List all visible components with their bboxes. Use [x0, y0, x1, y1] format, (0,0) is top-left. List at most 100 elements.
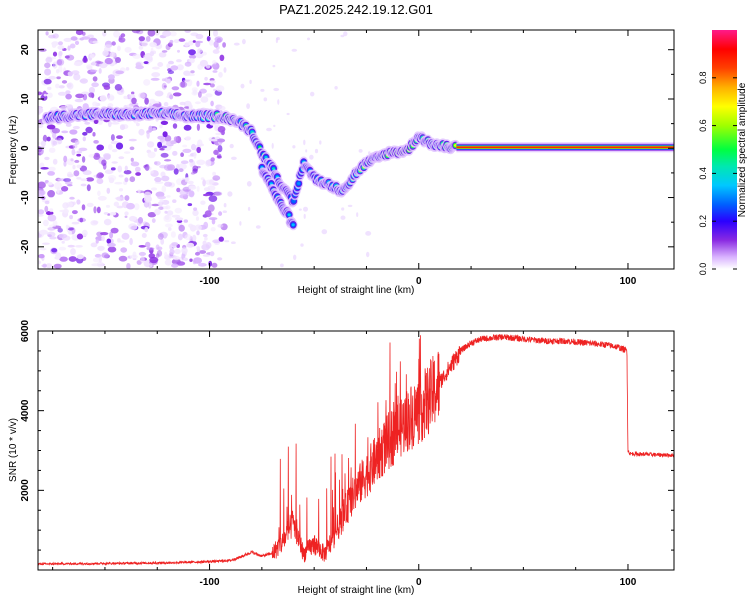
noise-speckle: [177, 49, 180, 53]
noise-speckle: [246, 103, 251, 109]
noise-speckle: [271, 142, 274, 149]
noise-speckle: [130, 161, 140, 167]
noise-speckle: [104, 169, 114, 175]
noise-speckle: [166, 141, 171, 146]
noise-speckle: [129, 176, 136, 183]
noise-speckle: [218, 211, 223, 216]
noise-speckle: [159, 199, 164, 203]
noise-speckle: [39, 248, 47, 251]
noise-speckle: [150, 77, 160, 81]
noise-speckle: [218, 105, 226, 111]
noise-speckle: [152, 66, 160, 70]
noise-speckle: [145, 241, 151, 248]
noise-speckle: [40, 167, 49, 170]
noise-speckle: [195, 251, 200, 256]
noise-speckle: [52, 158, 58, 165]
noise-speckle: [202, 193, 210, 197]
colorbar-tick-label: 0.0: [698, 263, 708, 276]
noise-speckle: [118, 188, 124, 192]
noise-speckle: [48, 75, 57, 80]
noise-speckle: [155, 253, 160, 258]
noise-speckle: [183, 219, 188, 223]
noise-speckle: [107, 242, 116, 248]
noise-speckle: [195, 33, 204, 40]
noise-speckle: [101, 252, 109, 259]
noise-speckle: [43, 93, 47, 97]
noise-speckle: [47, 86, 52, 90]
noise-speckle: [174, 217, 184, 221]
noise-speckle: [213, 30, 218, 37]
noise-speckle: [75, 30, 84, 36]
snr-line: [38, 334, 674, 566]
noise-speckle: [97, 261, 104, 268]
noise-speckle: [193, 151, 197, 159]
noise-speckle: [196, 80, 200, 87]
noise-speckle: [341, 207, 345, 211]
noise-speckle: [69, 43, 76, 49]
noise-speckle: [93, 154, 101, 160]
noise-speckle: [67, 173, 74, 178]
noise-speckle: [43, 219, 49, 227]
noise-speckle: [183, 79, 190, 82]
noise-speckle: [204, 236, 208, 241]
noise-speckle: [63, 37, 72, 42]
noise-speckle: [192, 234, 197, 242]
noise-speckle: [46, 136, 51, 142]
y-tick-label: 0: [20, 145, 31, 151]
noise-speckle: [211, 64, 218, 68]
noise-speckle: [111, 122, 120, 125]
noise-speckle: [163, 164, 173, 171]
noise-speckle: [96, 174, 100, 179]
noise-speckle: [180, 152, 185, 157]
noise-speckle: [58, 65, 63, 73]
noise-speckle: [188, 185, 197, 190]
noise-speckle: [321, 229, 328, 235]
noise-speckle: [106, 187, 111, 194]
noise-speckle: [178, 168, 184, 173]
noise-speckle: [47, 190, 55, 198]
noise-speckle: [151, 72, 161, 78]
noise-speckle: [193, 207, 198, 211]
noise-speckle: [218, 236, 224, 242]
noise-speckle: [196, 230, 200, 236]
noise-speckle: [129, 146, 135, 151]
noise-speckle: [187, 203, 193, 207]
noise-speckle: [161, 185, 167, 193]
noise-speckle: [195, 40, 201, 48]
noise-speckle: [82, 131, 88, 136]
noise-speckle: [188, 190, 195, 198]
noise-speckle: [183, 124, 192, 131]
noise-speckle: [152, 127, 156, 131]
figure-title: PAZ1.2025.242.19.12.G01: [279, 2, 433, 17]
noise-speckle: [266, 127, 272, 132]
noise-speckle: [104, 44, 112, 49]
noise-speckle: [178, 38, 186, 42]
noise-speckle: [227, 191, 233, 197]
noise-speckle: [222, 210, 227, 213]
noise-speckle: [188, 104, 193, 110]
noise-speckle: [149, 51, 155, 57]
ridge-core: [291, 223, 295, 227]
noise-speckle: [107, 74, 115, 80]
noise-speckle: [54, 137, 61, 141]
noise-speckle: [70, 36, 78, 41]
noise-speckle: [97, 190, 101, 197]
noise-speckle: [126, 263, 131, 269]
colorbar-tick-label: 0.2: [698, 215, 708, 228]
noise-speckle: [89, 40, 93, 44]
noise-speckle: [222, 42, 227, 48]
noise-speckle: [217, 224, 224, 228]
noise-speckle: [90, 242, 98, 248]
noise-speckle: [45, 57, 53, 63]
noise-speckle: [209, 138, 218, 142]
noise-speckle: [319, 140, 322, 145]
noise-speckle: [111, 41, 116, 46]
noise-speckle: [80, 178, 88, 182]
noise-speckle: [233, 42, 240, 46]
noise-speckle: [189, 258, 193, 262]
noise-speckle: [146, 247, 155, 251]
noise-speckle: [154, 90, 164, 97]
noise-speckle: [89, 54, 95, 59]
noise-speckle: [212, 175, 221, 181]
noise-speckle: [196, 185, 200, 192]
